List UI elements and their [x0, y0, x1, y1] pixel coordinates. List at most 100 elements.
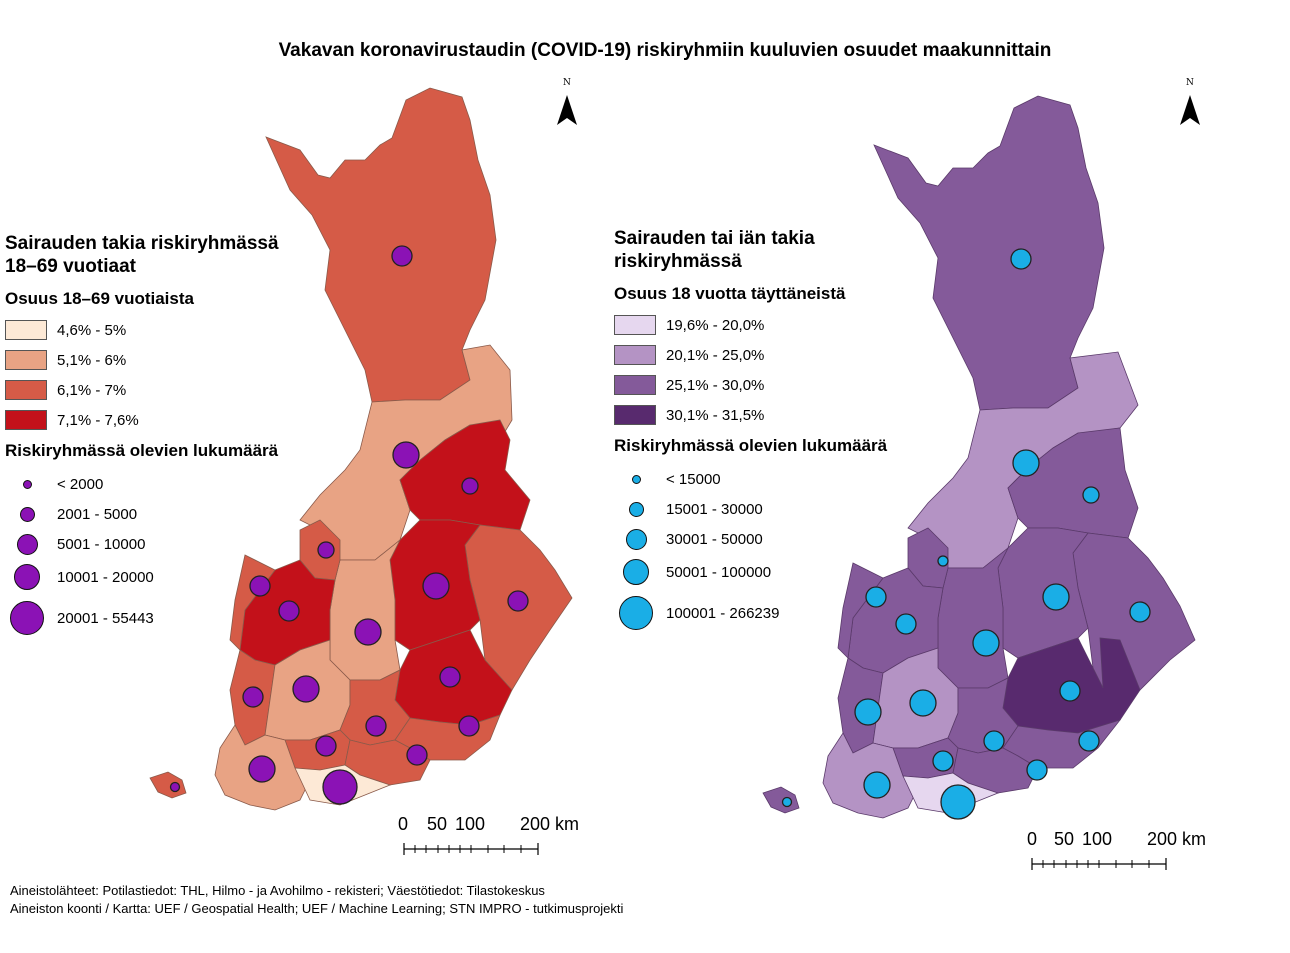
right-symbol-label: 50001 - 100000 [666, 563, 772, 581]
scale-label-50-left: 50 [427, 814, 448, 834]
source-notes: Aineistolähteet: Potilastiedot: THL, Hil… [10, 882, 623, 918]
right-symbol-row: < 15000 [614, 464, 954, 494]
region-aland [762, 786, 800, 814]
symbol-central-finland [354, 618, 382, 646]
right-count-heading: Riskiryhmässä olevien lukumäärä [614, 436, 888, 455]
scale-bar-left [403, 842, 539, 856]
right-class-label: 19,6% - 20,0% [666, 316, 765, 334]
left-symbol-row: 5001 - 10000 [5, 529, 365, 559]
right-class-row: 30,1% - 31,5% [614, 400, 954, 430]
right-symbol-label: 30001 - 50000 [666, 530, 763, 548]
left-class-row: 5,1% - 6% [5, 345, 365, 375]
symbol-paijat-hame [365, 715, 387, 737]
symbol-ostrobothnia [865, 586, 887, 608]
symbol-central-ostrobothnia [937, 555, 949, 567]
right-share-heading: Osuus 18 vuotta täyttäneistä [614, 284, 846, 303]
right-class-swatch [614, 315, 656, 335]
symbol-kymenlaakso [1026, 759, 1048, 781]
left-legend-title-1: Sairauden takia riskiryhmässä [5, 233, 279, 254]
right-symbol-label: 100001 - 266239 [666, 604, 780, 622]
north-arrow-right [1180, 95, 1200, 125]
symbol-aland [169, 781, 181, 793]
symbol-north-ostrobothnia [1012, 449, 1040, 477]
right-symbol-label: 15001 - 30000 [666, 500, 763, 518]
symbol-north-savo [1042, 583, 1070, 611]
left-symbol-sample [14, 564, 40, 590]
left-symbol-sample [22, 479, 32, 489]
symbol-north-karelia [507, 590, 529, 612]
right-class-label: 20,1% - 25,0% [666, 346, 765, 364]
right-class-swatch [614, 405, 656, 425]
left-class-row: 6,1% - 7% [5, 375, 365, 405]
right-class-row: 20,1% - 25,0% [614, 340, 954, 370]
left-map [149, 87, 573, 811]
north-label-right: N [1186, 78, 1194, 88]
left-symbol-label: < 2000 [57, 475, 104, 493]
region-aland [149, 771, 187, 799]
symbol-pirkanmaa [292, 675, 320, 703]
symbol-kymenlaakso [406, 744, 428, 766]
right-symbol-row: 30001 - 50000 [614, 524, 954, 554]
symbol-kanta-hame [932, 750, 954, 772]
right-symbol-row: 100001 - 266239 [614, 590, 954, 636]
right-class-swatch [614, 375, 656, 395]
symbol-lapland [391, 245, 413, 267]
scale-label-100-right: 100 [1082, 829, 1113, 849]
symbol-central-finland [972, 629, 1000, 657]
scale-label-200-right: 200 km [1147, 829, 1207, 849]
right-symbol-sample [625, 528, 647, 550]
right-symbols [781, 248, 1151, 820]
right-legend: Sairauden tai iän takia riskiryhmässä Os… [614, 227, 954, 636]
left-class-label: 6,1% - 7% [57, 381, 127, 399]
right-symbol-sample [631, 474, 641, 484]
right-class-label: 30,1% - 31,5% [666, 406, 765, 424]
symbol-central-ostrobothnia [317, 541, 335, 559]
left-legend-title-2: 18–69 vuotiaat [5, 256, 136, 277]
left-symbol-label: 5001 - 10000 [57, 535, 146, 553]
scale-label-50-right: 50 [1054, 829, 1075, 849]
scale-label-100-left: 100 [455, 814, 486, 834]
left-symbol-row: 2001 - 5000 [5, 499, 365, 529]
map-title: Vakavan koronavirustaudin (COVID-19) ris… [278, 40, 1052, 61]
symbol-north-ostrobothnia [392, 441, 420, 469]
left-symbol-label: 2001 - 5000 [57, 505, 138, 523]
north-label-left: N [563, 78, 571, 88]
symbol-uusimaa [940, 784, 976, 820]
left-symbol-label: 10001 - 20000 [57, 568, 154, 586]
left-count-heading: Riskiryhmässä olevien lukumäärä [5, 441, 279, 460]
left-class-swatch [5, 350, 47, 370]
symbol-north-savo [422, 572, 450, 600]
symbol-southwest-finland [248, 755, 276, 783]
north-arrow-left [557, 95, 577, 125]
symbol-south-savo [439, 666, 461, 688]
left-symbols [169, 245, 529, 805]
symbol-pirkanmaa [909, 689, 937, 717]
scale-label-200-left: 200 km [520, 814, 580, 834]
left-class-swatch [5, 410, 47, 430]
symbol-satakunta [242, 686, 264, 708]
left-class-label: 4,6% - 5% [57, 321, 127, 339]
symbol-lapland [1010, 248, 1032, 270]
symbol-south-karelia [458, 715, 480, 737]
right-symbol-sample [623, 559, 649, 585]
left-class-label: 5,1% - 6% [57, 351, 127, 369]
region-lapland [265, 87, 497, 403]
symbol-aland [781, 796, 793, 808]
symbol-kainuu [461, 477, 479, 495]
symbol-kainuu [1082, 486, 1100, 504]
symbol-south-ostrobothnia [895, 613, 917, 635]
right-symbol-sample [628, 501, 644, 517]
left-class-label: 7,1% - 7,6% [57, 411, 139, 429]
left-symbol-sample [19, 506, 35, 522]
left-symbol-sample [10, 601, 44, 635]
scale-label-0-left: 0 [398, 814, 409, 834]
left-symbol-row: 20001 - 55443 [5, 595, 365, 641]
scale-label-0-right: 0 [1027, 829, 1038, 849]
right-class-row: 19,6% - 20,0% [614, 310, 954, 340]
right-class-row: 25,1% - 30,0% [614, 370, 954, 400]
symbol-kanta-hame [315, 735, 337, 757]
right-class-label: 25,1% - 30,0% [666, 376, 765, 394]
right-symbol-sample [619, 596, 653, 630]
left-class-row: 4,6% - 5% [5, 315, 365, 345]
